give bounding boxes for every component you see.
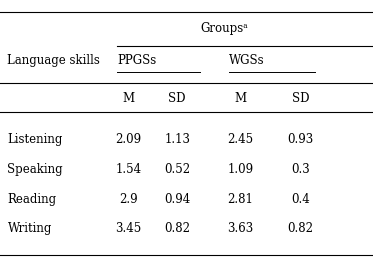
Text: SD: SD — [169, 92, 186, 105]
Text: Reading: Reading — [7, 193, 57, 206]
Text: 2.45: 2.45 — [228, 133, 254, 146]
Text: 3.63: 3.63 — [228, 222, 254, 235]
Text: 3.45: 3.45 — [116, 222, 142, 235]
Text: 1.09: 1.09 — [228, 163, 254, 176]
Text: Writing: Writing — [7, 222, 52, 235]
Text: 0.82: 0.82 — [287, 222, 313, 235]
Text: M: M — [123, 92, 135, 105]
Text: 2.81: 2.81 — [228, 193, 254, 206]
Text: 2.09: 2.09 — [116, 133, 142, 146]
Text: 0.52: 0.52 — [164, 163, 190, 176]
Text: 1.54: 1.54 — [116, 163, 142, 176]
Text: Speaking: Speaking — [7, 163, 63, 176]
Text: Language skills: Language skills — [7, 54, 100, 67]
Text: 0.82: 0.82 — [164, 222, 190, 235]
Text: Listening: Listening — [7, 133, 63, 146]
Text: 2.9: 2.9 — [119, 193, 138, 206]
Text: 0.94: 0.94 — [164, 193, 190, 206]
Text: WGSs: WGSs — [229, 54, 265, 67]
Text: Groupsᵃ: Groupsᵃ — [200, 22, 248, 35]
Text: 0.3: 0.3 — [291, 163, 310, 176]
Text: 1.13: 1.13 — [164, 133, 190, 146]
Text: 0.4: 0.4 — [291, 193, 310, 206]
Text: 0.93: 0.93 — [287, 133, 313, 146]
Text: SD: SD — [292, 92, 309, 105]
Text: PPGSs: PPGSs — [117, 54, 157, 67]
Text: M: M — [235, 92, 247, 105]
